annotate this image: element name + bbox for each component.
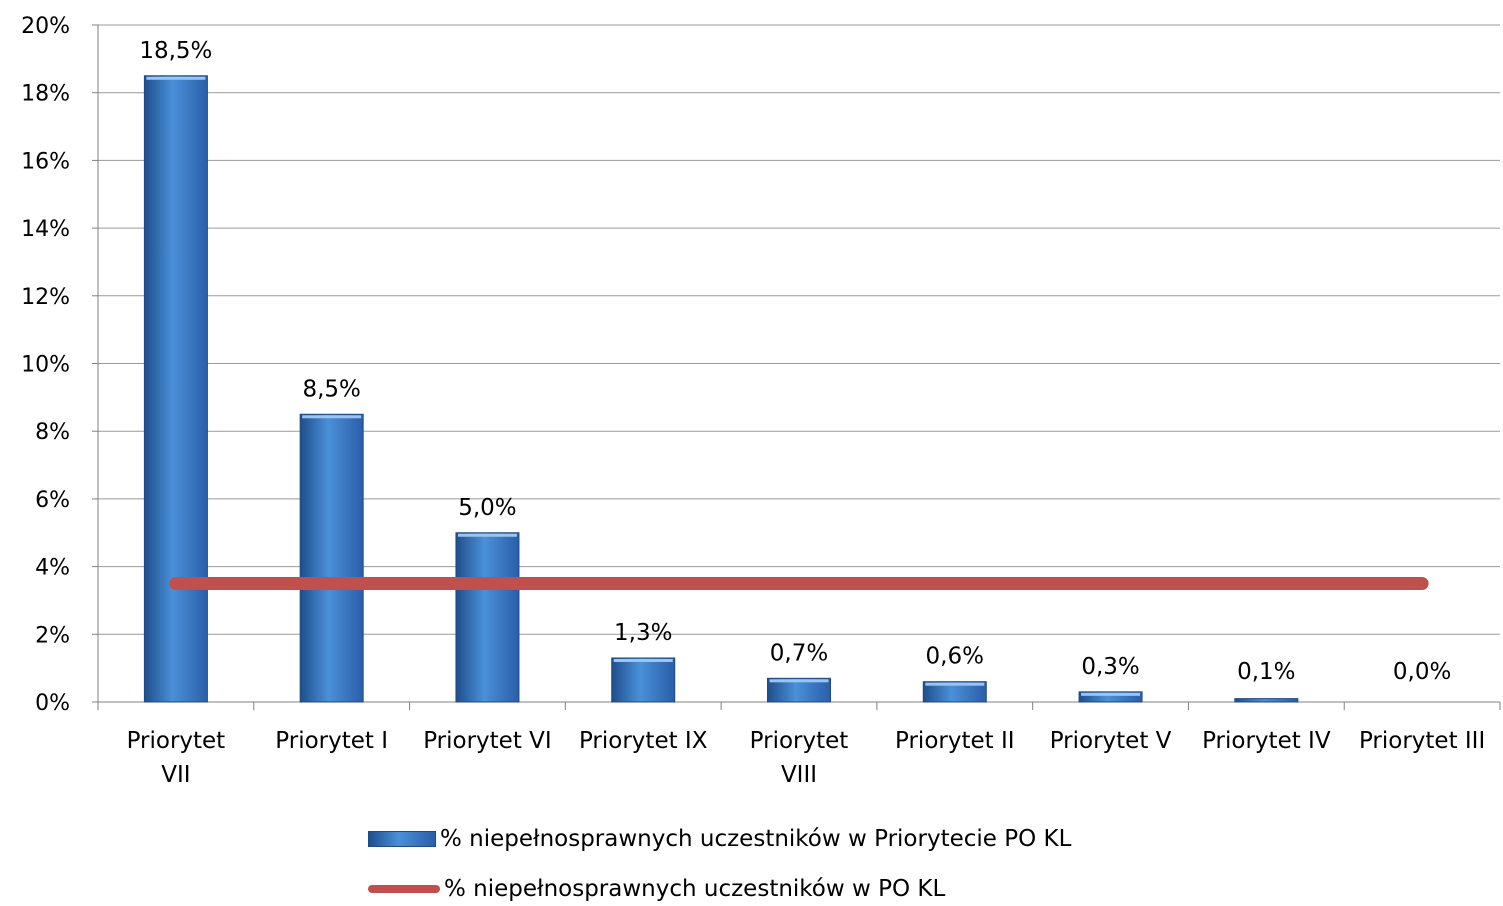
bar [767,677,831,703]
y-tick-label: 16% [21,149,70,174]
bar [922,681,987,703]
x-category-label: Priorytet II [895,728,1015,754]
y-tick-label: 20% [21,14,70,39]
data-label: 0,7% [770,640,828,666]
x-category-label: Priorytet VI [423,728,551,754]
y-axis: 0% 2% 4% 6% 8% 10% 12% 14% 16% 18% 20% [21,14,99,716]
data-label: 0,0% [1393,659,1451,685]
bar-series [143,75,1299,703]
y-tick-label: 8% [35,420,70,445]
y-tick-label: 0% [35,691,70,716]
legend-line-swatch [368,885,440,893]
bar-highlight [1081,692,1141,696]
y-tick-label: 4% [35,556,70,581]
x-category-label: Priorytet III [1359,728,1485,754]
bar [455,532,520,703]
bar-highlight [302,415,362,419]
data-label: 8,5% [302,376,360,402]
bar-highlight [769,679,829,683]
y-tick-label: 18% [21,82,70,107]
data-label: 5,0% [458,495,516,521]
x-category-label: Priorytet [750,728,849,754]
bar [611,657,676,703]
x-axis: Priorytet VII Priorytet I Priorytet VI Prior… [97,702,1501,788]
x-category-label: Priorytet I [275,728,388,754]
y-tick-label: 6% [35,488,70,513]
bar-highlight [457,533,517,537]
bar-highlight [613,658,673,662]
x-category-label: Priorytet IV [1202,728,1331,754]
x-category-label: Priorytet V [1050,728,1172,754]
data-labels: 18,5% 8,5% 5,0% 1,3% 0,7% 0,6% 0,3% 0,1% 0,0% [139,38,1451,685]
x-category-label: VII [161,762,190,788]
data-label: 18,5% [139,38,212,64]
bar [143,75,208,703]
bar [299,413,364,703]
legend-item-line: % niepełnosprawnych uczestników w PO KL [368,876,945,902]
data-label: 1,3% [614,620,672,646]
y-tick-label: 12% [21,285,70,310]
bar [1234,698,1299,703]
x-category-label: Priorytet [127,728,226,754]
legend-line-label: % niepełnosprawnych uczestników w PO KL [444,876,946,902]
bar-highlight [146,76,206,80]
x-category-label: VIII [781,762,817,788]
y-tick-label: 14% [21,217,70,242]
y-tick-label: 2% [35,623,70,648]
data-label: 0,6% [926,644,984,670]
data-label: 0,1% [1237,659,1295,685]
legend-bar-label: % niepełnosprawnych uczestników w Priory… [440,826,1072,852]
legend-item-bars: % niepełnosprawnych uczestników w Priory… [368,826,1071,852]
data-label: 0,3% [1081,654,1139,680]
legend-bar-swatch [368,831,436,847]
bar-highlight [925,682,985,686]
y-tick-label: 10% [21,353,70,378]
bar [1078,691,1143,703]
x-category-label: Priorytet IX [579,728,708,754]
